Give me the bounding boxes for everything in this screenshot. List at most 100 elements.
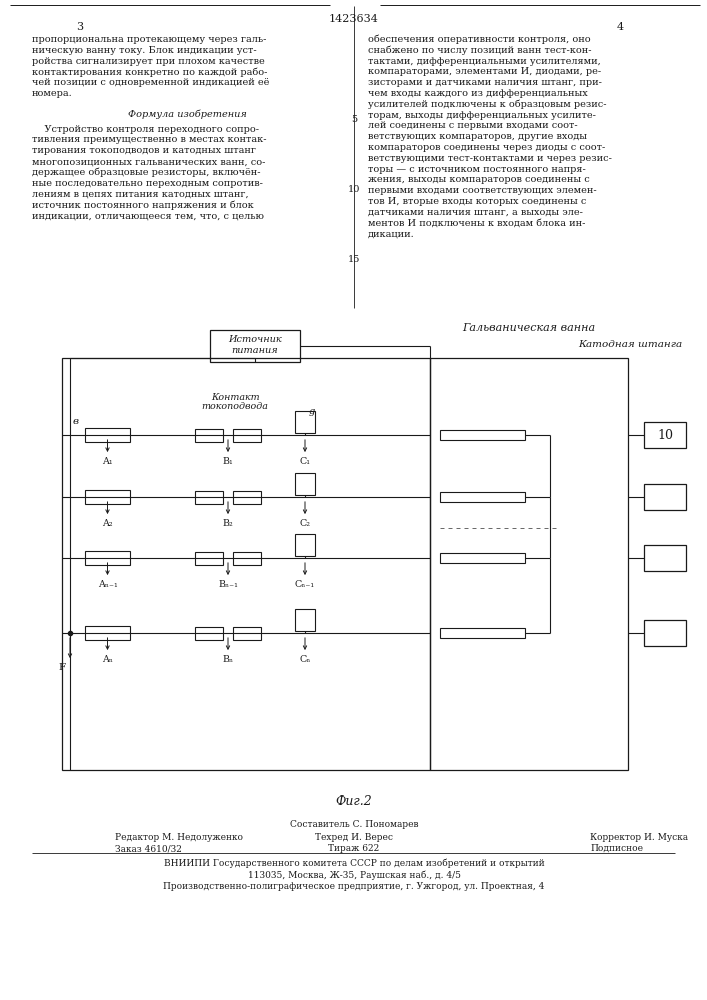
Text: B₁: B₁: [223, 457, 233, 466]
Text: Bₙ: Bₙ: [223, 655, 233, 664]
Text: жения, выходы компараторов соединены с: жения, выходы компараторов соединены с: [368, 175, 590, 184]
Text: 15: 15: [348, 255, 360, 264]
Text: Контакт: Контакт: [211, 393, 259, 402]
Bar: [85, 626, 130, 640]
Bar: [430, 358, 628, 770]
Bar: [295, 534, 315, 556]
Text: Aₙ: Aₙ: [102, 655, 113, 664]
Text: номера.: номера.: [32, 89, 73, 98]
Text: тивления преимущественно в местах контак-: тивления преимущественно в местах контак…: [32, 135, 267, 144]
Text: тов И, вторые входы которых соединены с: тов И, вторые входы которых соединены с: [368, 197, 586, 206]
Text: обеспечения оперативности контроля, оно: обеспечения оперативности контроля, оно: [368, 35, 590, 44]
Bar: [295, 609, 315, 631]
Text: ническую ванну току. Блок индикации уст-: ническую ванну току. Блок индикации уст-: [32, 46, 257, 55]
Text: ВНИИПИ Государственного комитета СССР по делам изобретений и открытий: ВНИИПИ Государственного комитета СССР по…: [163, 858, 544, 867]
Text: ветствующими тест-контактами и через резис-: ветствующими тест-контактами и через рез…: [368, 154, 612, 163]
Text: зисторами и датчиками наличия штанг, при-: зисторами и датчиками наличия штанг, при…: [368, 78, 602, 87]
Text: многопозиционных гальванических ванн, со-: многопозиционных гальванических ванн, со…: [32, 157, 265, 166]
Text: датчиками наличия штанг, а выходы эле-: датчиками наличия штанг, а выходы эле-: [368, 208, 583, 217]
Bar: [62, 358, 430, 770]
Bar: [233, 428, 261, 442]
Text: токоподвода: токоподвода: [201, 402, 269, 411]
Text: в: в: [73, 417, 79, 426]
Text: Техред И. Верес: Техред И. Верес: [315, 833, 393, 842]
Text: Заказ 4610/32: Заказ 4610/32: [115, 844, 182, 853]
Bar: [233, 552, 261, 564]
Text: первыми входами соответствующих элемен-: первыми входами соответствующих элемен-: [368, 186, 597, 195]
Text: Подписное: Подписное: [590, 844, 643, 853]
Text: A₂: A₂: [103, 519, 113, 528]
Text: 10: 10: [657, 429, 673, 442]
Text: снабжено по числу позиций ванн тест-кон-: снабжено по числу позиций ванн тест-кон-: [368, 46, 592, 55]
Text: лениям в цепях питания катодных штанг,: лениям в цепях питания катодных штанг,: [32, 189, 249, 198]
Bar: [295, 473, 315, 495]
Text: 3: 3: [76, 22, 83, 32]
Text: индикации, отличающееся тем, что, с целью: индикации, отличающееся тем, что, с цель…: [32, 211, 264, 220]
Text: компараторами, элементами И, диодами, ре-: компараторами, элементами И, диодами, ре…: [368, 67, 601, 76]
Text: контактирования конкретно по каждой рабо-: контактирования конкретно по каждой рабо…: [32, 67, 267, 77]
Text: Корректор И. Муска: Корректор И. Муска: [590, 833, 688, 842]
Text: компараторов соединены через диоды с соот-: компараторов соединены через диоды с соо…: [368, 143, 605, 152]
Text: дикации.: дикации.: [368, 229, 415, 238]
Bar: [195, 490, 223, 504]
Text: ные последовательно переходным сопротив-: ные последовательно переходным сопротив-: [32, 179, 263, 188]
Text: источник постоянного напряжения и блок: источник постоянного напряжения и блок: [32, 200, 254, 210]
Text: Cₙ₋₁: Cₙ₋₁: [295, 580, 315, 589]
Text: g: g: [309, 407, 315, 416]
Text: Катодная штанга: Катодная штанга: [578, 340, 682, 349]
Text: Устройство контроля переходного сопро-: Устройство контроля переходного сопро-: [32, 125, 259, 134]
Text: 4: 4: [617, 22, 624, 32]
Text: Cₙ: Cₙ: [299, 655, 310, 664]
Bar: [440, 553, 525, 563]
Bar: [210, 330, 300, 362]
Bar: [644, 484, 686, 510]
Text: C₂: C₂: [300, 519, 310, 528]
Text: Редактор М. Недолуженко: Редактор М. Недолуженко: [115, 833, 243, 842]
Text: торам, выходы дифференциальных усилите-: торам, выходы дифференциальных усилите-: [368, 111, 596, 120]
Text: чем входы каждого из дифференциальных: чем входы каждого из дифференциальных: [368, 89, 588, 98]
Text: C₁: C₁: [300, 457, 310, 466]
Text: A₁: A₁: [103, 457, 113, 466]
Text: Составитель С. Пономарев: Составитель С. Пономарев: [290, 820, 419, 829]
Text: 10: 10: [348, 185, 360, 194]
Text: Aₙ₋₁: Aₙ₋₁: [98, 580, 117, 589]
Text: лей соединены с первыми входами соот-: лей соединены с первыми входами соот-: [368, 121, 578, 130]
Bar: [644, 422, 686, 448]
Text: Bₙ₋₁: Bₙ₋₁: [218, 580, 238, 589]
Text: держащее образцовые резисторы, включён-: держащее образцовые резисторы, включён-: [32, 168, 260, 177]
Bar: [233, 490, 261, 504]
Bar: [295, 411, 315, 433]
Text: 1423634: 1423634: [329, 14, 379, 24]
Text: 113035, Москва, Ж-35, Раушская наб., д. 4/5: 113035, Москва, Ж-35, Раушская наб., д. …: [247, 870, 460, 880]
Text: ментов И подключены к входам блока ин-: ментов И подключены к входам блока ин-: [368, 219, 585, 228]
Bar: [440, 430, 525, 440]
Bar: [85, 490, 130, 504]
Text: 5: 5: [351, 115, 357, 124]
Bar: [440, 492, 525, 502]
Text: чей позиции с одновременной индикацией её: чей позиции с одновременной индикацией е…: [32, 78, 269, 87]
Text: B₂: B₂: [223, 519, 233, 528]
Bar: [644, 545, 686, 571]
Bar: [195, 626, 223, 640]
Bar: [85, 428, 130, 442]
Text: Гальваническая ванна: Гальваническая ванна: [462, 323, 595, 333]
Text: усилителей подключены к образцовым резис-: усилителей подключены к образцовым резис…: [368, 100, 607, 109]
Text: торы — с источником постоянного напря-: торы — с источником постоянного напря-: [368, 165, 586, 174]
Bar: [440, 628, 525, 638]
Bar: [85, 551, 130, 565]
Text: питания: питания: [232, 346, 279, 355]
Text: Источник: Источник: [228, 335, 282, 344]
Text: Тираж 622: Тираж 622: [328, 844, 380, 853]
Text: тактами, дифференциальными усилителями,: тактами, дифференциальными усилителями,: [368, 57, 601, 66]
Text: Формула изобретения: Формула изобретения: [127, 110, 247, 119]
Bar: [195, 428, 223, 442]
Text: Фиг.2: Фиг.2: [336, 795, 373, 808]
Text: ветствующих компараторов, другие входы: ветствующих компараторов, другие входы: [368, 132, 587, 141]
Text: F: F: [58, 663, 65, 672]
Text: пропорциональна протекающему через галь-: пропорциональна протекающему через галь-: [32, 35, 267, 44]
Bar: [195, 552, 223, 564]
Text: ройства сигнализирует при плохом качестве: ройства сигнализирует при плохом качеств…: [32, 57, 264, 66]
Text: Производственно-полиграфическое предприятие, г. Ужгород, ул. Проектная, 4: Производственно-полиграфическое предприя…: [163, 882, 544, 891]
Text: тирования токоподводов и катодных штанг: тирования токоподводов и катодных штанг: [32, 146, 256, 155]
Bar: [233, 626, 261, 640]
